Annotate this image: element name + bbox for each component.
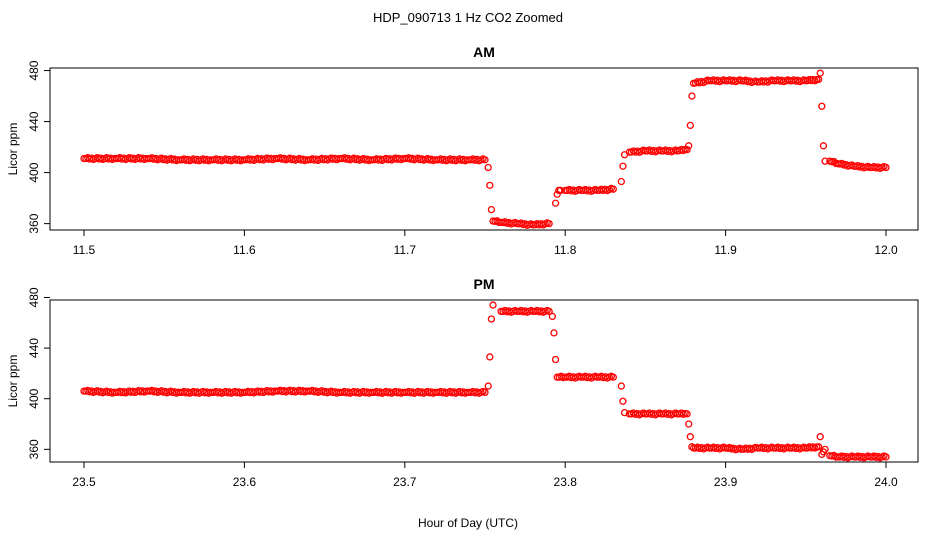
am-data-point <box>556 186 565 195</box>
pm-x-tick-label: 24.0 <box>874 475 898 489</box>
am-data-point <box>821 157 829 165</box>
pm-x-tick-label: 23.7 <box>393 475 417 489</box>
pm-x-tick-label: 23.5 <box>72 475 96 489</box>
pm-data-point <box>609 373 617 381</box>
pm-data-point <box>882 453 890 461</box>
pm-data-point <box>686 433 694 441</box>
am-ticks: 11.5 11.6 11.7 11.8 11.9 12.0 360 400 440 480 <box>27 60 898 257</box>
pm-x-tick-label: 23.9 <box>714 475 738 489</box>
am-data-point <box>487 205 496 214</box>
am-data-point <box>830 157 838 166</box>
am-data-point <box>838 159 846 168</box>
pm-points <box>80 301 890 462</box>
pm-data-point <box>816 433 824 441</box>
am-panel: AM Licor ppm 11.5 11.6 11.7 11.8 11.9 12.0 360… <box>6 44 919 257</box>
am-y-axis-label: Licor ppm <box>6 123 20 176</box>
pm-data-point <box>551 355 560 364</box>
pm-y-tick-label: 440 <box>27 338 41 358</box>
am-data-point <box>484 163 492 172</box>
pm-data-point <box>489 301 497 309</box>
pm-data-point <box>484 382 492 390</box>
am-points <box>80 69 890 229</box>
pm-x-tick-label: 23.8 <box>554 475 578 489</box>
figure-title: HDP_090713 1 Hz CO2 Zoomed <box>373 10 563 25</box>
pm-y-tick-label: 400 <box>27 388 41 408</box>
pm-data-point <box>685 420 693 428</box>
am-y-tick-label: 360 <box>27 213 41 233</box>
pm-y-tick-label: 360 <box>27 439 41 459</box>
am-data-point <box>481 156 489 164</box>
am-y-tick-label: 480 <box>27 60 41 80</box>
am-data-point <box>688 92 696 100</box>
pm-data-point <box>548 312 557 321</box>
am-data-point <box>882 163 890 172</box>
am-x-tick-label: 11.8 <box>554 243 577 257</box>
am-data-point <box>685 142 693 150</box>
pm-data-point <box>619 397 627 405</box>
pm-plot-frame <box>49 299 919 463</box>
pm-y-tick-label: 480 <box>27 287 41 307</box>
am-data-point <box>617 177 625 186</box>
pm-data-point <box>814 443 823 451</box>
am-panel-title: AM <box>473 44 495 60</box>
am-data-point <box>486 181 494 190</box>
pm-data-point <box>545 307 553 316</box>
am-y-tick-label: 440 <box>27 111 41 131</box>
am-data-point <box>686 121 694 130</box>
am-y-tick-label: 400 <box>27 162 41 182</box>
am-data-point <box>683 145 691 154</box>
am-x-tick-label: 11.5 <box>73 243 96 257</box>
pm-data-point <box>821 445 829 453</box>
am-data-point <box>551 199 560 207</box>
am-x-tick-label: 11.9 <box>714 243 737 257</box>
am-data-point <box>545 219 553 228</box>
am-x-tick-label: 11.6 <box>233 243 256 257</box>
pm-data-point <box>620 408 629 417</box>
pm-x-tick-label: 23.6 <box>233 475 257 489</box>
am-data-point <box>619 162 627 170</box>
pm-data-point <box>683 410 691 418</box>
pm-data-point <box>481 388 489 397</box>
am-data-point <box>609 185 617 193</box>
pm-data-point <box>617 382 625 390</box>
pm-data-point <box>550 329 558 337</box>
am-x-tick-label: 12.0 <box>874 243 898 257</box>
pm-ticks: 23.5 23.6 23.7 23.8 23.9 24.0 360 400 440 480 <box>27 287 898 489</box>
x-axis-label: Hour of Day (UTC) <box>418 516 518 530</box>
am-data-point <box>816 69 824 77</box>
am-plot-frame <box>49 67 919 231</box>
am-data-point <box>819 142 828 150</box>
am-data-point <box>814 75 823 84</box>
am-data-point <box>818 102 826 110</box>
pm-data-point <box>487 315 496 323</box>
pm-panel-title: PM <box>474 276 495 292</box>
pm-panel: PM Licor ppm 23.5 23.6 23.7 23.8 23.9 24.0 360… <box>6 276 919 489</box>
pm-y-axis-label: Licor ppm <box>6 355 20 408</box>
pm-data-point <box>486 353 494 361</box>
am-x-tick-label: 11.7 <box>394 243 417 257</box>
